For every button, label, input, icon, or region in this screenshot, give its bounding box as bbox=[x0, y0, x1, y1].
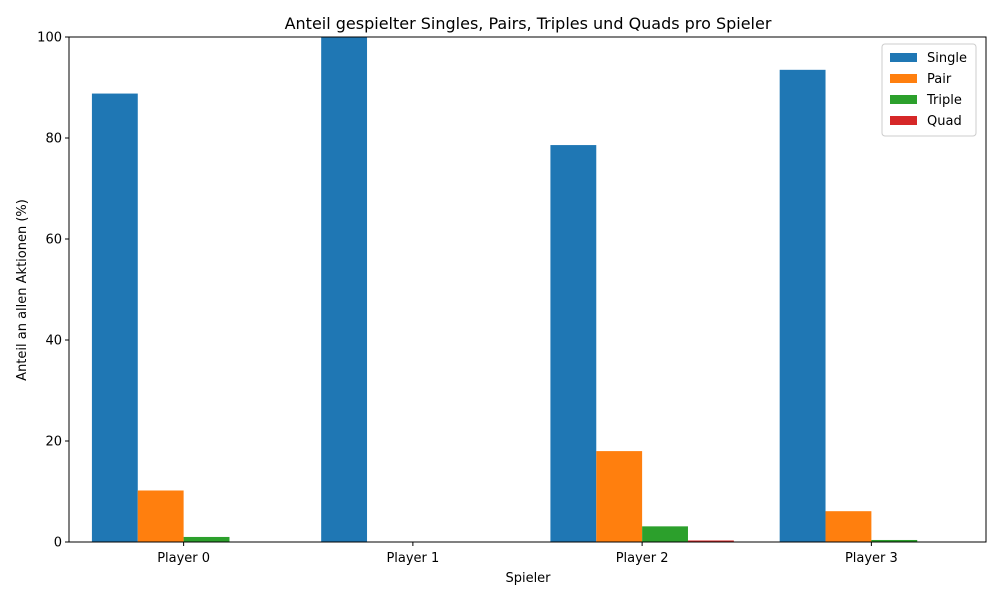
x-tick-label: Player 0 bbox=[157, 551, 210, 566]
bar-triple-player-3 bbox=[871, 539, 918, 542]
bar-single-player-2 bbox=[550, 145, 597, 542]
y-axis-label: Anteil an allen Aktionen (%) bbox=[15, 199, 30, 381]
x-axis-label: Spieler bbox=[505, 571, 551, 586]
x-tick-label: Player 3 bbox=[845, 551, 898, 566]
y-tick-label: 40 bbox=[45, 334, 62, 349]
bar-pair-player-3 bbox=[825, 511, 872, 542]
legend-swatch-single bbox=[890, 53, 917, 62]
y-tick-label: 100 bbox=[37, 31, 62, 46]
bar-single-player-3 bbox=[779, 69, 826, 542]
axes-frame bbox=[68, 36, 987, 543]
bar-single-player-1 bbox=[321, 37, 368, 542]
x-tick-label: Player 2 bbox=[616, 551, 669, 566]
bar-single-player-0 bbox=[91, 93, 138, 542]
x-tick-label: Player 1 bbox=[386, 551, 439, 566]
legend-label-pair: Pair bbox=[927, 72, 952, 87]
bar-pair-player-2 bbox=[596, 451, 643, 542]
bar-triple-player-2 bbox=[642, 526, 688, 542]
chart-title: Anteil gespielter Singles, Pairs, Triple… bbox=[285, 14, 772, 33]
y-tick-label: 20 bbox=[45, 435, 62, 450]
y-axis: 0 20 40 60 80 100 bbox=[37, 31, 69, 551]
bar-triple-player-0 bbox=[183, 536, 230, 542]
y-tick-label: 80 bbox=[45, 132, 62, 147]
legend-label-quad: Quad bbox=[927, 114, 962, 129]
legend: Single Pair Triple Quad bbox=[881, 43, 977, 137]
legend-label-single: Single bbox=[927, 51, 967, 66]
y-tick-label: 60 bbox=[45, 233, 62, 248]
bar-quad-player-2 bbox=[687, 540, 734, 542]
legend-box bbox=[881, 43, 977, 137]
y-tick-label: 0 bbox=[54, 536, 62, 551]
x-axis: Player 0 Player 1 Player 2 Player 3 bbox=[157, 542, 898, 566]
plot-area bbox=[91, 37, 918, 542]
legend-swatch-triple bbox=[890, 95, 917, 104]
legend-swatch-quad bbox=[890, 116, 917, 125]
bar-pair-player-0 bbox=[137, 490, 184, 542]
legend-swatch-pair bbox=[890, 74, 917, 83]
legend-label-triple: Triple bbox=[926, 93, 962, 108]
